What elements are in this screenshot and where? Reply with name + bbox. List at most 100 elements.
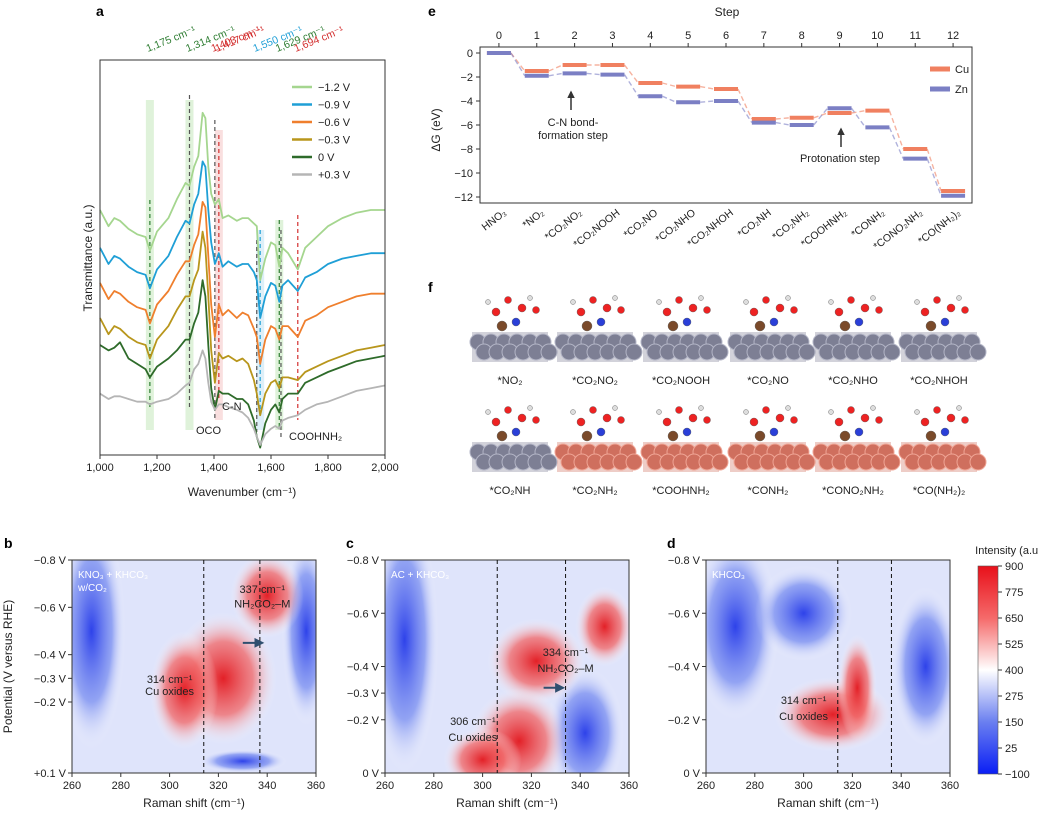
adsorbate-atom <box>511 317 521 327</box>
y-tick-label: −6 <box>460 120 473 132</box>
adsorbate-atom <box>834 417 844 427</box>
adsorbate-atom <box>570 409 576 415</box>
intermediate-labels: HNO₃ *NO₂*CO₂NO₂*CO₂NOOH *CO₂NO*CO₂NHO*CO₂… <box>480 207 963 253</box>
adsorbate-atom <box>596 317 606 327</box>
y-tick-label: 0 V <box>362 768 379 780</box>
adsorbate-atom <box>682 317 692 327</box>
panel-a: a 1,175 cm⁻¹1,314 cm⁻¹1,403 cm⁻¹1,417 cm… <box>81 3 399 499</box>
adsorbate-atom <box>703 416 711 424</box>
adsorbate-atom <box>828 299 834 305</box>
x-tick-label: 260 <box>697 780 715 792</box>
structure-label: *CO₂NOOH <box>652 375 710 387</box>
x-tick-label: 340 <box>571 780 589 792</box>
adsorbate-atom <box>675 296 683 304</box>
spectrum-line <box>99 111 385 282</box>
intermediate-label: *NO₂ <box>520 207 546 231</box>
structure-cell: *CO₂NH <box>469 405 558 497</box>
adsorbate-atom <box>532 306 540 314</box>
adsorbate-atom <box>517 413 527 423</box>
legend-label: −0.6 V <box>318 117 351 129</box>
heatmap-label: 306 cm⁻¹ <box>450 716 496 728</box>
colorbar-tick-label: 775 <box>1005 587 1023 599</box>
annotation-oco: OCO <box>196 425 222 437</box>
annotation-protonation: Protonation step <box>800 153 880 165</box>
x-tick-label: 300 <box>473 780 491 792</box>
heatmap-hot-region <box>575 586 629 667</box>
surface-atom <box>798 453 816 471</box>
colorbar-tick-label: 900 <box>1005 561 1023 573</box>
surface-atom <box>540 453 558 471</box>
y-tick-label: −4 <box>460 96 473 108</box>
adsorbate-atom <box>914 409 920 415</box>
x-tick-label: 320 <box>843 780 861 792</box>
y-tick-label: −10 <box>454 168 473 180</box>
inset-label: AC + KHCO₃ <box>391 570 449 581</box>
panel-f: f *NO₂ *CO₂NO₂ *CO₂NOOH *CO₂NO *CO₂NHO *CO₂NH… <box>428 279 987 497</box>
y-tick-label: −0.4 V <box>668 662 701 674</box>
heatmap-field <box>706 560 950 773</box>
adsorbate-atom <box>743 409 749 415</box>
y-tick-label: −0.4 V <box>34 650 67 662</box>
adsorbate-atom <box>925 320 937 332</box>
adsorbate-atom <box>762 406 770 414</box>
x-axis-label: Raman shift (cm⁻¹) <box>456 796 558 810</box>
surface-atom <box>798 343 816 361</box>
panel-b: b 260 280 300 320 340 360 Raman shift (cm⁻¹) −0… <box>1 535 325 810</box>
adsorbate-atom <box>576 307 586 317</box>
energy-connector <box>510 52 942 192</box>
surface-atom <box>711 453 729 471</box>
heatmap-label: 337 cm⁻¹ <box>240 584 286 596</box>
x-tick-label: 260 <box>376 780 394 792</box>
panel-label-b: b <box>4 535 13 551</box>
adsorbate-atom <box>914 299 920 305</box>
surface-atom <box>969 453 987 471</box>
colorbar-tick-label: 650 <box>1005 613 1023 625</box>
inset-label: KNO₃ + KHCO₃ <box>78 570 148 581</box>
legend-label: +0.3 V <box>318 170 351 182</box>
panel-label-e: e <box>428 3 436 19</box>
x-tick-label: 340 <box>258 780 276 792</box>
step-tick-label: 3 <box>609 30 615 42</box>
adsorbate-atom <box>925 430 937 442</box>
adsorbate-atom <box>688 413 698 423</box>
intermediate-label: HNO₃ <box>480 207 509 233</box>
adsorbate-atom <box>581 430 593 442</box>
y-ticks: 0 −2 −4 −6 −8 −10 −12 <box>454 48 480 204</box>
surface-atom <box>969 343 987 361</box>
x-axis-label: Raman shift (cm⁻¹) <box>777 796 879 810</box>
surface-atom <box>883 453 901 471</box>
adsorbate-atom <box>769 317 779 327</box>
adsorbate-atom <box>617 306 625 314</box>
adsorbate-atom <box>956 295 962 301</box>
x-tick-label: 320 <box>209 780 227 792</box>
adsorbate-atom <box>775 303 785 313</box>
adsorbate-atom <box>527 405 533 411</box>
panel-label-f: f <box>428 279 433 295</box>
adsorbate-atom <box>749 307 759 317</box>
adsorbate-atom <box>790 306 798 314</box>
colorbar-tick-label: 150 <box>1005 717 1023 729</box>
step-tick-label: 2 <box>572 30 578 42</box>
peak-dashed-lines <box>145 95 299 440</box>
panel-label-a: a <box>96 3 104 19</box>
step-axis-title: Step <box>715 5 740 19</box>
intermediate-label: *CO(NH₂)₂ <box>916 207 963 247</box>
structure-label: *COOHNH₂ <box>652 485 709 497</box>
annotation-cn: C-N <box>222 401 242 413</box>
legend-label: Cu <box>955 64 969 76</box>
adsorbate-atom <box>870 295 876 301</box>
structure-label: *CONH₂ <box>748 485 789 497</box>
heatmap-cold-region <box>754 565 853 662</box>
inset-label: KHCO₃ <box>712 570 745 581</box>
heatmap-label: NH₂CO₂–M <box>537 663 593 675</box>
y-tick-label: 0 <box>467 48 473 60</box>
adsorbate-atom <box>602 303 612 313</box>
x-tick-label: 1,400 <box>200 462 228 474</box>
structure-cell: *CONO₂NH₂ <box>812 405 901 497</box>
adsorbate-atom <box>596 427 606 437</box>
heatmap-field <box>385 560 629 773</box>
heatmap-cold-region <box>198 749 287 773</box>
x-tick-label: 280 <box>425 780 443 792</box>
adsorbate-atom <box>532 416 540 424</box>
step-tick-label: 0 <box>496 30 502 42</box>
